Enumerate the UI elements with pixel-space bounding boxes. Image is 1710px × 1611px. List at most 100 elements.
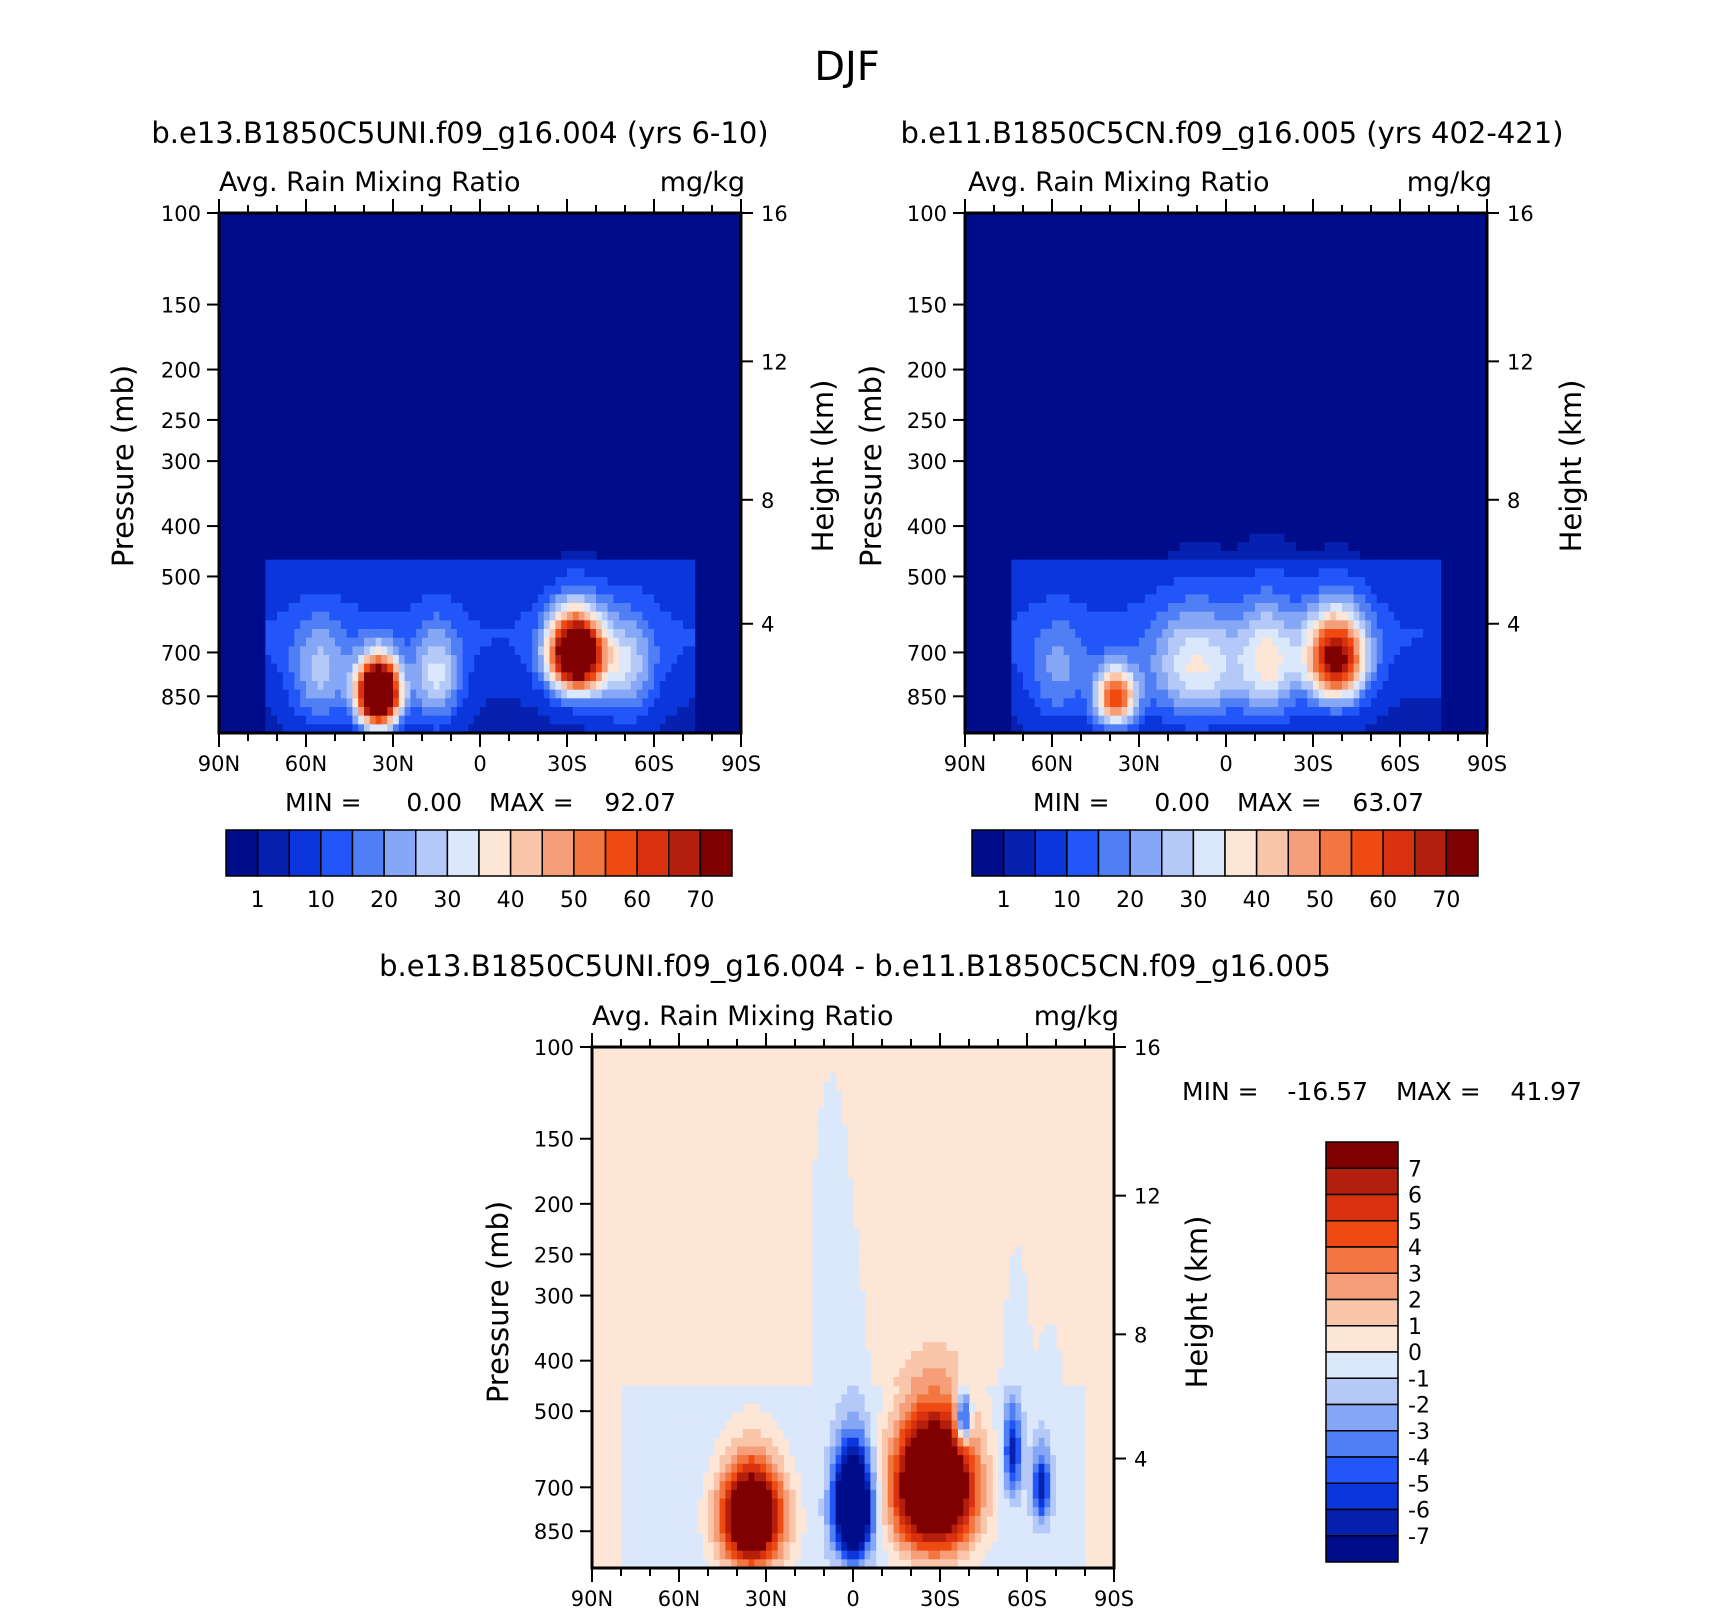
field-cell: [789, 1446, 796, 1456]
field-cell: [1121, 611, 1128, 621]
field-cell: [934, 1498, 941, 1508]
field-cell: [922, 1420, 929, 1430]
field-cell: [638, 1541, 645, 1552]
field-cell: [1417, 707, 1424, 717]
field-cell: [398, 585, 406, 595]
field-cell: [549, 646, 556, 656]
field-cell: [1307, 672, 1314, 682]
field-cell: [870, 1385, 877, 1395]
field-cell: [951, 1559, 958, 1569]
field-cell: [766, 1550, 773, 1560]
field-cell: [555, 707, 562, 717]
field-cell: [1313, 646, 1320, 656]
field-cell: [1110, 655, 1117, 665]
field-cell: [1027, 1429, 1034, 1439]
field-cell: [526, 707, 533, 717]
field-cell: [1243, 585, 1250, 595]
pressure-tick-label: 500: [161, 565, 201, 589]
field-cell: [1417, 620, 1424, 630]
field-cell: [777, 1420, 784, 1430]
field-cell: [1266, 681, 1273, 691]
field-cell: [905, 1411, 912, 1421]
field-cell: [491, 585, 498, 595]
field-cell: [1191, 611, 1198, 621]
field-cell: [818, 1307, 825, 1317]
field-cell: [928, 1498, 935, 1508]
field-cell: [462, 715, 469, 725]
field-cell: [375, 681, 382, 691]
field-cell: [1098, 620, 1105, 630]
field-cell: [294, 707, 301, 717]
field-cell: [1284, 698, 1291, 708]
field-cell: [754, 1550, 761, 1560]
field-cell: [1046, 707, 1053, 717]
field-cell: [323, 681, 330, 691]
field-cell: [1429, 698, 1436, 708]
field-cell: [445, 568, 452, 578]
field-cell: [1098, 611, 1105, 621]
field-cell: [1015, 1515, 1022, 1526]
field-cell: [1243, 707, 1250, 717]
field-cell: [1075, 655, 1082, 665]
field-cell: [1185, 620, 1192, 630]
field-cell: [323, 672, 330, 682]
field-cell: [1156, 585, 1163, 595]
field-cell: [1237, 646, 1244, 656]
field-cell: [1092, 603, 1099, 613]
field-cell: [713, 1394, 721, 1404]
field-cell: [1038, 1429, 1045, 1439]
field-cell: [1092, 672, 1099, 682]
field-cell: [468, 715, 475, 725]
field-cell: [754, 1515, 761, 1526]
field-cell: [543, 663, 551, 673]
field-cell: [725, 1394, 732, 1404]
field-cell: [754, 1446, 761, 1456]
field-cell: [835, 1481, 842, 1491]
field-cell: [812, 1316, 819, 1326]
field-cell: [1179, 611, 1186, 621]
field-cell: [1272, 594, 1279, 604]
field-cell: [760, 1498, 767, 1508]
field-cell: [1400, 698, 1407, 708]
field-cell: [1289, 611, 1297, 621]
field-cell: [306, 715, 313, 725]
field-cell: [410, 620, 417, 630]
field-cell: [673, 1507, 680, 1517]
field-cell: [945, 1446, 953, 1456]
field-cell: [1185, 663, 1192, 673]
field-cell: [1318, 594, 1326, 604]
pressure-tick-label: 850: [161, 685, 201, 709]
field-cell: [1382, 689, 1389, 699]
field-cell: [561, 611, 568, 621]
field-cell: [404, 681, 411, 691]
field-cell: [1044, 1376, 1051, 1387]
field-cell: [1226, 672, 1233, 682]
field-cell: [1359, 585, 1366, 595]
field-cell: [667, 1489, 674, 1500]
field-cell: [1023, 585, 1030, 595]
field-cell: [294, 611, 301, 621]
field-cell: [282, 620, 290, 630]
field-cell: [766, 1446, 773, 1456]
field-cell: [1231, 577, 1239, 587]
field-cell: [731, 1498, 738, 1508]
field-cell: [655, 1524, 663, 1534]
field-cell: [1278, 629, 1285, 639]
field-cell: [1104, 603, 1111, 613]
field-cell: [306, 646, 313, 656]
field-cell: [456, 724, 464, 734]
field-cell: [1336, 724, 1343, 734]
field-cell: [835, 1376, 842, 1387]
field-cell: [439, 568, 446, 578]
field-cell: [905, 1446, 912, 1456]
field-cell: [497, 663, 504, 673]
field-cell: [364, 577, 371, 587]
field-cell: [1156, 698, 1163, 708]
field-cell: [1168, 689, 1175, 699]
field-cell: [771, 1411, 779, 1421]
field-cell: [300, 707, 307, 717]
field-cell: [737, 1394, 744, 1404]
field-cell: [760, 1472, 767, 1482]
lat-tick-label: 0: [1219, 752, 1232, 776]
field-cell: [1086, 585, 1094, 595]
